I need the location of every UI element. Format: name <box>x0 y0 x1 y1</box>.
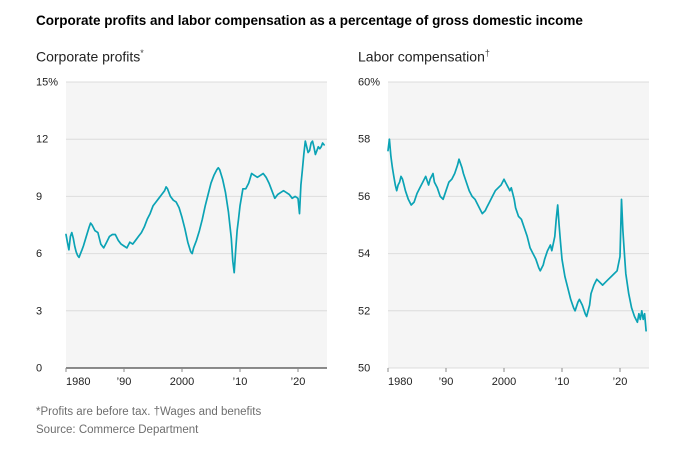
y-tick-label: 15% <box>36 77 58 89</box>
x-tick-label: ’10 <box>555 376 570 388</box>
x-tick-label: ’20 <box>613 376 628 388</box>
footnote-marker-dagger: † <box>484 47 490 58</box>
x-tick-label: 2000 <box>492 376 516 388</box>
chart-subtitle-labor-compensation: Labor compensation† <box>358 48 653 65</box>
labor-compensation-line-chart: 50 52 54 56 58 60% 1980 ’90 2000 ’10 ’20 <box>358 77 649 388</box>
y-tick-label: 54 <box>358 248 370 260</box>
chart-labor-compensation: Labor compensation† 50 52 54 56 58 60% 1980 ’90… <box>358 48 653 397</box>
y-tick-label: 12 <box>36 134 48 146</box>
corporate-profits-line-chart: 0 3 6 9 12 15% 1980 ’90 2000 ’10 ’20 <box>36 77 327 388</box>
chart-subtitle-label: Corporate profits <box>36 48 141 65</box>
x-tick-label: ’20 <box>291 376 306 388</box>
news-chart-graphic: Corporate profits and labor compensation… <box>36 13 680 440</box>
source-line: Source: Commerce Department <box>36 424 199 437</box>
y-tick-label: 0 <box>36 363 42 375</box>
charts-row: Corporate profits* 0 3 6 9 12 15% 1980 ’90 2000 ’… <box>36 48 680 397</box>
y-tick-label: 60% <box>358 77 380 89</box>
y-tick-label: 52 <box>358 306 370 318</box>
x-tick-label: 1980 <box>66 376 90 388</box>
plot-area <box>66 82 327 369</box>
chart-corporate-profits: Corporate profits* 0 3 6 9 12 15% 1980 ’90 2000 ’… <box>36 48 331 397</box>
x-tick-label: ’10 <box>233 376 248 388</box>
line-series <box>387 138 647 332</box>
y-tick-label: 50 <box>358 363 370 375</box>
y-tick-label: 58 <box>358 134 370 146</box>
footnotes: *Profits are before tax. †Wages and bene… <box>36 404 680 440</box>
x-tick-label: 2000 <box>170 376 194 388</box>
y-tick-label: 9 <box>36 191 42 203</box>
chart-subtitle-label: Labor compensation <box>358 48 485 65</box>
x-tick-label: ’90 <box>117 376 132 388</box>
plot-area <box>388 82 649 369</box>
y-tick-label: 56 <box>358 191 370 203</box>
chart-subtitle-corporate-profits: Corporate profits* <box>36 48 331 65</box>
page-title: Corporate profits and labor compensation… <box>36 13 583 28</box>
x-tick-label: 1980 <box>388 376 412 388</box>
footnote-definitions: *Profits are before tax. †Wages and bene… <box>36 406 262 419</box>
y-tick-label: 3 <box>36 306 42 318</box>
x-tick-label: ’90 <box>439 376 454 388</box>
footnote-marker-asterisk: * <box>140 47 144 58</box>
y-tick-label: 6 <box>36 248 42 260</box>
line-series <box>65 140 325 274</box>
